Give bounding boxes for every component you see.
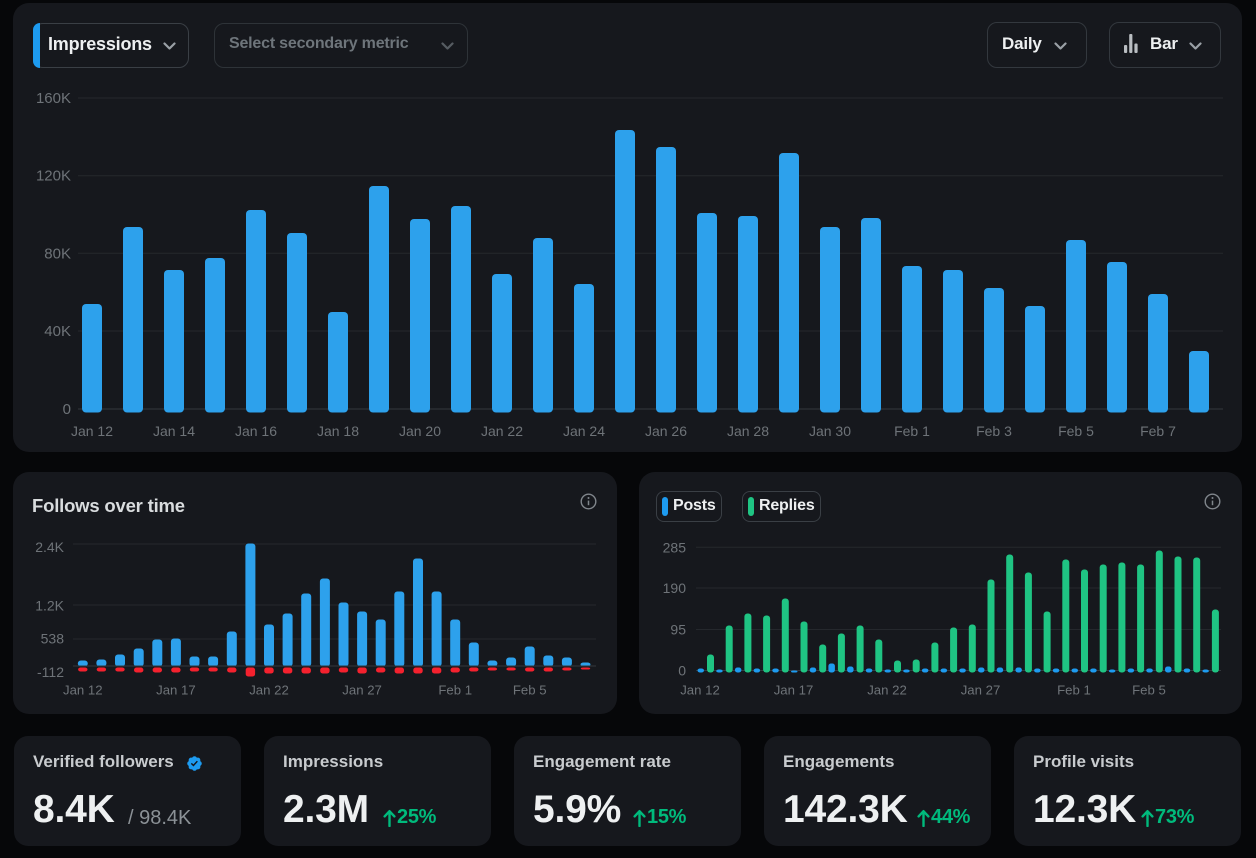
svg-text:Feb 1: Feb 1 — [438, 683, 472, 698]
svg-text:Jan 16: Jan 16 — [235, 423, 277, 439]
svg-text:Jan 17: Jan 17 — [774, 683, 814, 698]
svg-text:Feb 1: Feb 1 — [894, 423, 930, 439]
svg-text:Feb 3: Feb 3 — [976, 423, 1012, 439]
svg-text:95: 95 — [670, 622, 686, 638]
svg-text:190: 190 — [663, 580, 687, 596]
svg-text:Jan 22: Jan 22 — [867, 683, 907, 698]
svg-text:0: 0 — [63, 401, 71, 418]
svg-text:Jan 14: Jan 14 — [153, 423, 195, 439]
svg-text:Jan 22: Jan 22 — [481, 423, 523, 439]
svg-text:538: 538 — [41, 631, 65, 647]
svg-text:160K: 160K — [36, 90, 71, 107]
svg-text:Jan 22: Jan 22 — [249, 683, 289, 698]
svg-text:Jan 30: Jan 30 — [809, 423, 851, 439]
svg-text:Feb 1: Feb 1 — [1057, 683, 1091, 698]
svg-text:Jan 12: Jan 12 — [71, 423, 113, 439]
svg-text:40K: 40K — [44, 323, 71, 340]
svg-text:Jan 12: Jan 12 — [680, 683, 720, 698]
svg-text:1.2K: 1.2K — [35, 598, 64, 614]
svg-text:Jan 20: Jan 20 — [399, 423, 441, 439]
svg-text:Jan 27: Jan 27 — [961, 683, 1001, 698]
svg-text:Jan 24: Jan 24 — [563, 423, 605, 439]
svg-text:Jan 26: Jan 26 — [645, 423, 687, 439]
svg-text:Jan 18: Jan 18 — [317, 423, 359, 439]
svg-text:Jan 12: Jan 12 — [63, 683, 103, 698]
svg-text:120K: 120K — [36, 168, 71, 185]
svg-text:Feb 5: Feb 5 — [513, 683, 547, 698]
svg-text:Jan 17: Jan 17 — [156, 683, 196, 698]
svg-text:Feb 5: Feb 5 — [1058, 423, 1094, 439]
svg-text:-112: -112 — [37, 664, 64, 680]
svg-text:2.4K: 2.4K — [35, 539, 64, 555]
svg-text:80K: 80K — [44, 245, 71, 262]
svg-text:Jan 27: Jan 27 — [342, 683, 382, 698]
svg-text:Feb 5: Feb 5 — [1132, 683, 1166, 698]
svg-text:Jan 28: Jan 28 — [727, 423, 769, 439]
svg-text:Feb 7: Feb 7 — [1140, 423, 1176, 439]
svg-text:285: 285 — [663, 539, 687, 555]
svg-text:0: 0 — [678, 663, 686, 679]
